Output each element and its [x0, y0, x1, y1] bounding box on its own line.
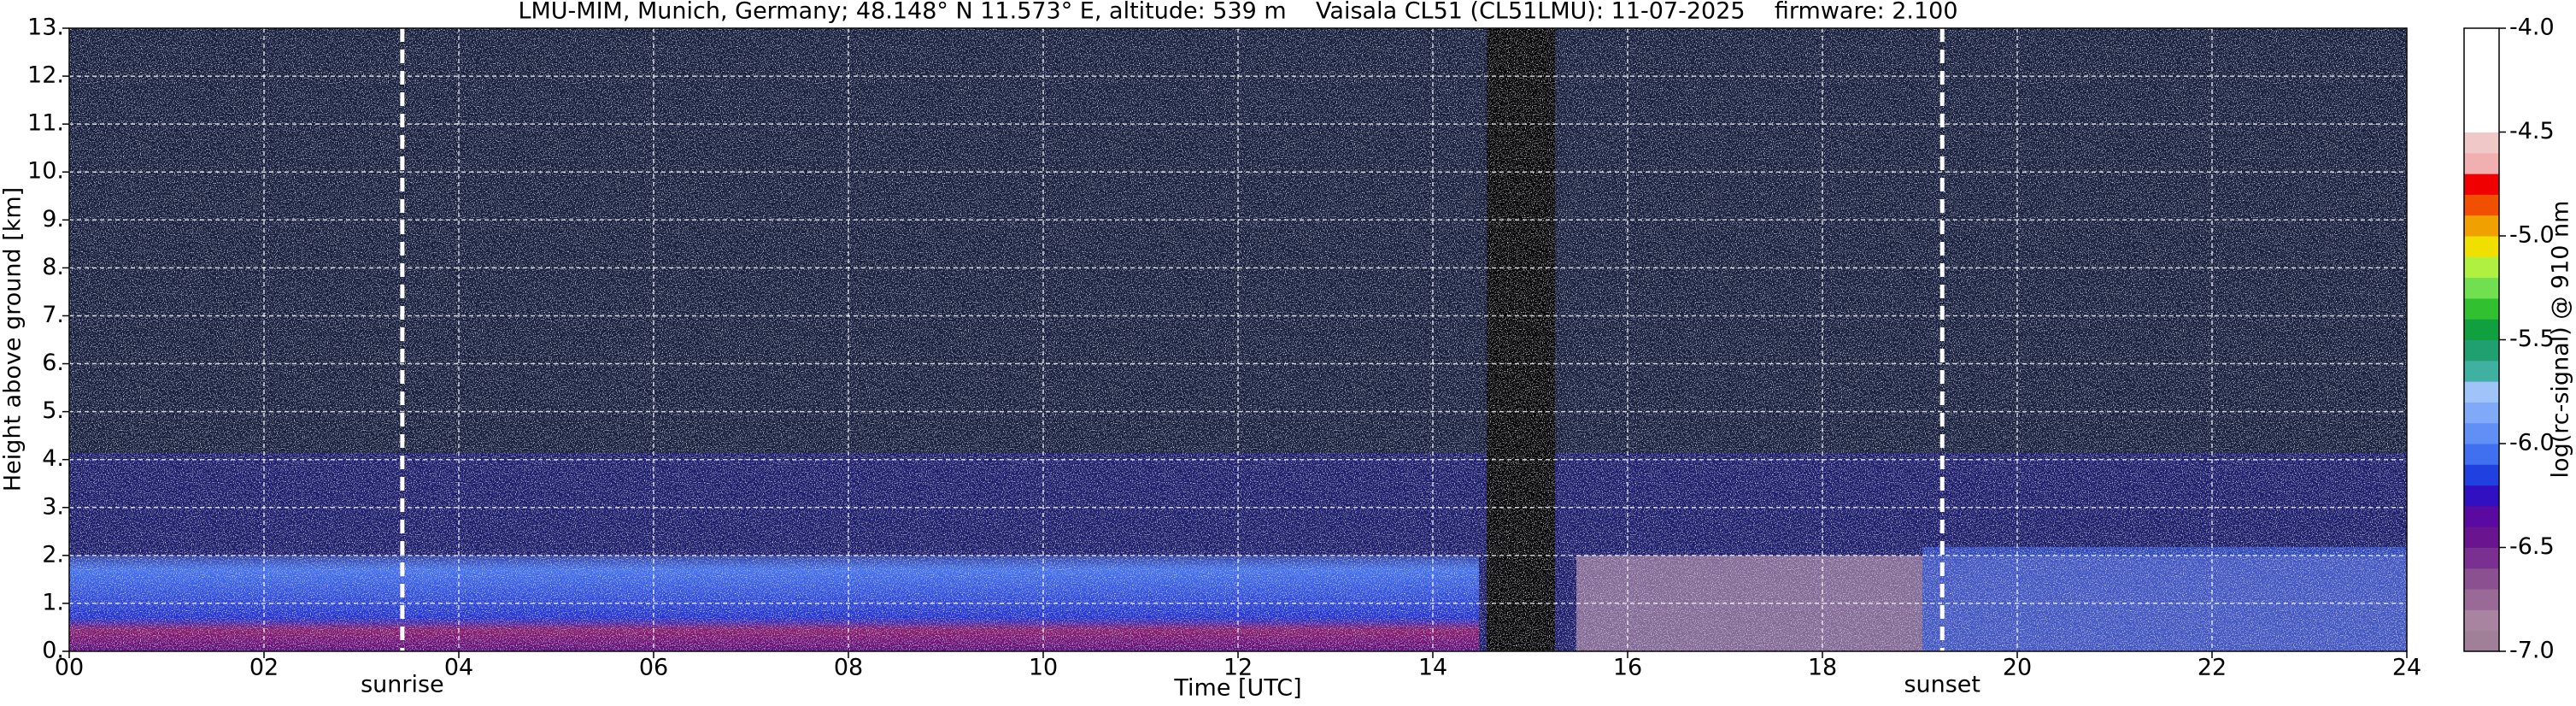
colorbar-swatch: [2464, 381, 2499, 403]
colorbar-tick-label: -5.0: [2509, 222, 2555, 249]
y-tick-label: 3.: [42, 493, 64, 520]
y-tick-label: 4.: [42, 445, 64, 472]
y-tick-label: 5.: [42, 397, 64, 424]
colorbar-swatch: [2464, 360, 2499, 382]
colorbar-swatch: [2464, 297, 2499, 320]
colorbar-swatch: [2464, 319, 2499, 340]
x-tick-label: 04: [444, 655, 473, 681]
x-tick-label: 14: [1418, 655, 1447, 681]
x-tick-label: 06: [639, 655, 668, 681]
x-tick-label: 18: [1808, 655, 1837, 681]
x-axis-label: Time [UTC]: [1173, 675, 1301, 702]
y-tick-label: 12.: [27, 62, 64, 89]
colorbar-tick-label: -4.5: [2509, 118, 2555, 144]
colorbar-swatch: [2464, 402, 2499, 424]
colorbar-swatch: [2464, 505, 2499, 527]
colorbar-tick-label: -7.0: [2509, 638, 2555, 664]
x-tick-label: 20: [2003, 655, 2032, 681]
colorbar-swatch: [2464, 277, 2499, 299]
colorbar-swatch: [2464, 90, 2499, 112]
chart-title: LMU-MIM, Munich, Germany; 48.148° N 11.5…: [518, 0, 1957, 25]
x-tick-label: 10: [1029, 655, 1058, 681]
x-tick-label: 08: [834, 655, 863, 681]
y-tick-label: 10.: [27, 158, 64, 185]
colorbar-swatch: [2464, 589, 2499, 610]
colorbar-tick-label: -6.5: [2509, 533, 2555, 560]
x-tick-label: 12: [1223, 655, 1253, 681]
colorbar-swatch: [2464, 339, 2499, 362]
plot-frame: [68, 27, 2408, 652]
colorbar-swatch: [2464, 215, 2499, 237]
colorbar-swatch: [2464, 422, 2499, 444]
x-tick-label: 02: [249, 655, 279, 681]
x-tick-label: 16: [1613, 655, 1642, 681]
colorbar-label: log(rc-signal) @ 910 nm: [2548, 201, 2574, 479]
colorbar-swatch: [2464, 527, 2499, 548]
colorbar-tick-label: -4.0: [2509, 15, 2555, 41]
colorbar-swatch: [2464, 174, 2499, 195]
y-tick-label: 13.: [27, 15, 64, 41]
colorbar-swatch: [2464, 132, 2499, 154]
y-tick-label: 0.: [42, 638, 64, 664]
x-tick-label: 00: [55, 655, 84, 681]
colorbar-swatch: [2464, 69, 2499, 91]
colorbar-swatch: [2464, 630, 2499, 652]
colorbar-swatch: [2464, 547, 2499, 569]
annotation-label: sunrise: [361, 672, 444, 698]
colorbar-swatch: [2464, 568, 2499, 590]
colorbar-swatch: [2464, 236, 2499, 257]
y-tick-label: 8.: [42, 254, 64, 280]
colorbar-swatch: [2464, 111, 2499, 132]
y-tick-label: 11.: [27, 110, 64, 137]
x-tick-label: 24: [2392, 655, 2421, 681]
colorbar-swatch: [2464, 194, 2499, 216]
annotation-label: sunset: [1904, 672, 1980, 698]
y-tick-label: 7.: [42, 302, 64, 328]
colorbar-swatch: [2464, 256, 2499, 279]
colorbar-swatch: [2464, 485, 2499, 507]
y-tick-label: 6.: [42, 350, 64, 376]
y-tick-label: 2.: [42, 541, 64, 568]
colorbar-swatch: [2464, 49, 2499, 71]
colorbar-tick-label: -6.0: [2509, 430, 2555, 456]
colorbar-swatch: [2464, 444, 2499, 465]
y-tick-label: 1.: [42, 589, 64, 615]
y-axis-label: Height above ground [km]: [0, 187, 26, 491]
y-tick-label: 9.: [42, 206, 64, 232]
colorbar-swatch: [2464, 152, 2499, 174]
x-tick-label: 22: [2198, 655, 2227, 681]
colorbar-swatch: [2464, 464, 2499, 486]
colorbar-tick-label: -5.5: [2509, 326, 2555, 352]
colorbar-swatch: [2464, 609, 2499, 632]
colorbar-swatch: [2464, 28, 2499, 50]
